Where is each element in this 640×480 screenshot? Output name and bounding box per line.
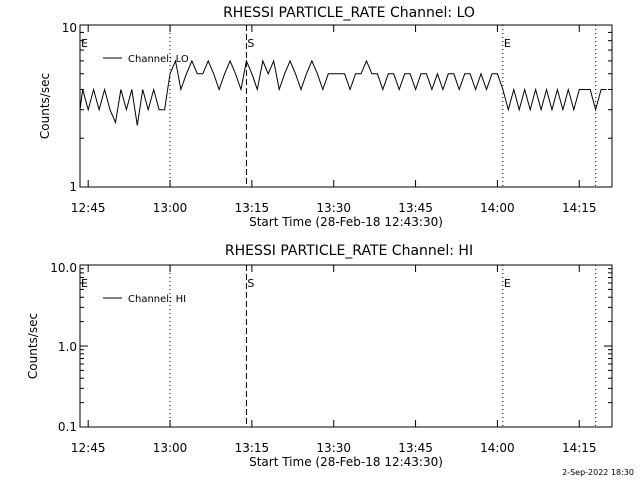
footer-timestamp: 2-Sep-2022 18:30 [562, 468, 634, 477]
y-tick-label: 10 [62, 21, 77, 35]
legend: Channel: LO [103, 54, 189, 65]
event-marker-label: E [81, 277, 88, 290]
x-tick-label: 14:15 [562, 441, 597, 455]
x-tick-label: 13:15 [235, 201, 270, 215]
x-tick-label: 13:45 [398, 441, 433, 455]
x-tick-label: 14:00 [480, 201, 515, 215]
x-axis-ticks: 12:45 13:00 13:15 13:30 13:45 14:00 14:15 [71, 264, 612, 455]
event-marker-label: S [247, 277, 254, 290]
x-axis-label: Start Time (28-Feb-18 12:43:30) [249, 215, 443, 229]
chart-panel-hi: RHESSI PARTICLE_RATE Channel: HI Counts/… [26, 243, 613, 469]
x-tick-label: 13:00 [153, 441, 188, 455]
x-tick-label: 13:00 [153, 201, 188, 215]
series-line [79, 59, 607, 126]
y-tick-label: 10.0 [50, 261, 77, 275]
y-tick-label: 0.1 [58, 420, 77, 434]
legend: Channel: HI [103, 294, 186, 305]
series-group [79, 59, 607, 126]
plot-frame [79, 264, 613, 428]
y-axis-label: Counts/sec [26, 313, 40, 379]
event-marker-label: E [504, 37, 511, 50]
event-marker-label: S [247, 37, 254, 50]
x-tick-label: 13:15 [235, 441, 270, 455]
event-marker-label: E [504, 277, 511, 290]
x-tick-label: 13:30 [316, 201, 351, 215]
x-axis-label: Start Time (28-Feb-18 12:43:30) [249, 455, 443, 469]
chart-panel-lo: RHESSI PARTICLE_RATE Channel: LO Counts/… [38, 5, 613, 229]
event-marker-label: E [81, 37, 88, 50]
x-tick-label: 13:30 [316, 441, 351, 455]
legend-label: Channel: HI [128, 294, 186, 305]
y-tick-label: 1 [69, 180, 77, 194]
plot-frame [79, 24, 613, 188]
y-axis-label: Counts/sec [38, 73, 52, 139]
y-tick-label: 1.0 [58, 340, 77, 354]
x-tick-label: 14:00 [480, 441, 515, 455]
chart-title: RHESSI PARTICLE_RATE Channel: LO [223, 5, 475, 21]
x-tick-label: 12:45 [71, 441, 106, 455]
legend-label: Channel: LO [128, 54, 189, 65]
chart-title: RHESSI PARTICLE_RATE Channel: HI [225, 243, 473, 259]
x-tick-label: 14:15 [562, 201, 597, 215]
x-tick-label: 13:45 [398, 201, 433, 215]
x-axis-ticks: 12:45 13:00 13:15 13:30 13:45 14:00 14:15 [71, 24, 612, 215]
x-tick-label: 12:45 [71, 201, 106, 215]
